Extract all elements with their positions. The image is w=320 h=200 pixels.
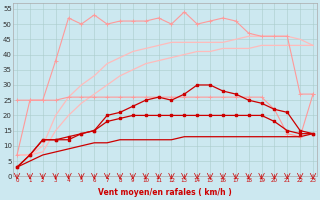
X-axis label: Vent moyen/en rafales ( km/h ): Vent moyen/en rafales ( km/h ) xyxy=(98,188,232,197)
